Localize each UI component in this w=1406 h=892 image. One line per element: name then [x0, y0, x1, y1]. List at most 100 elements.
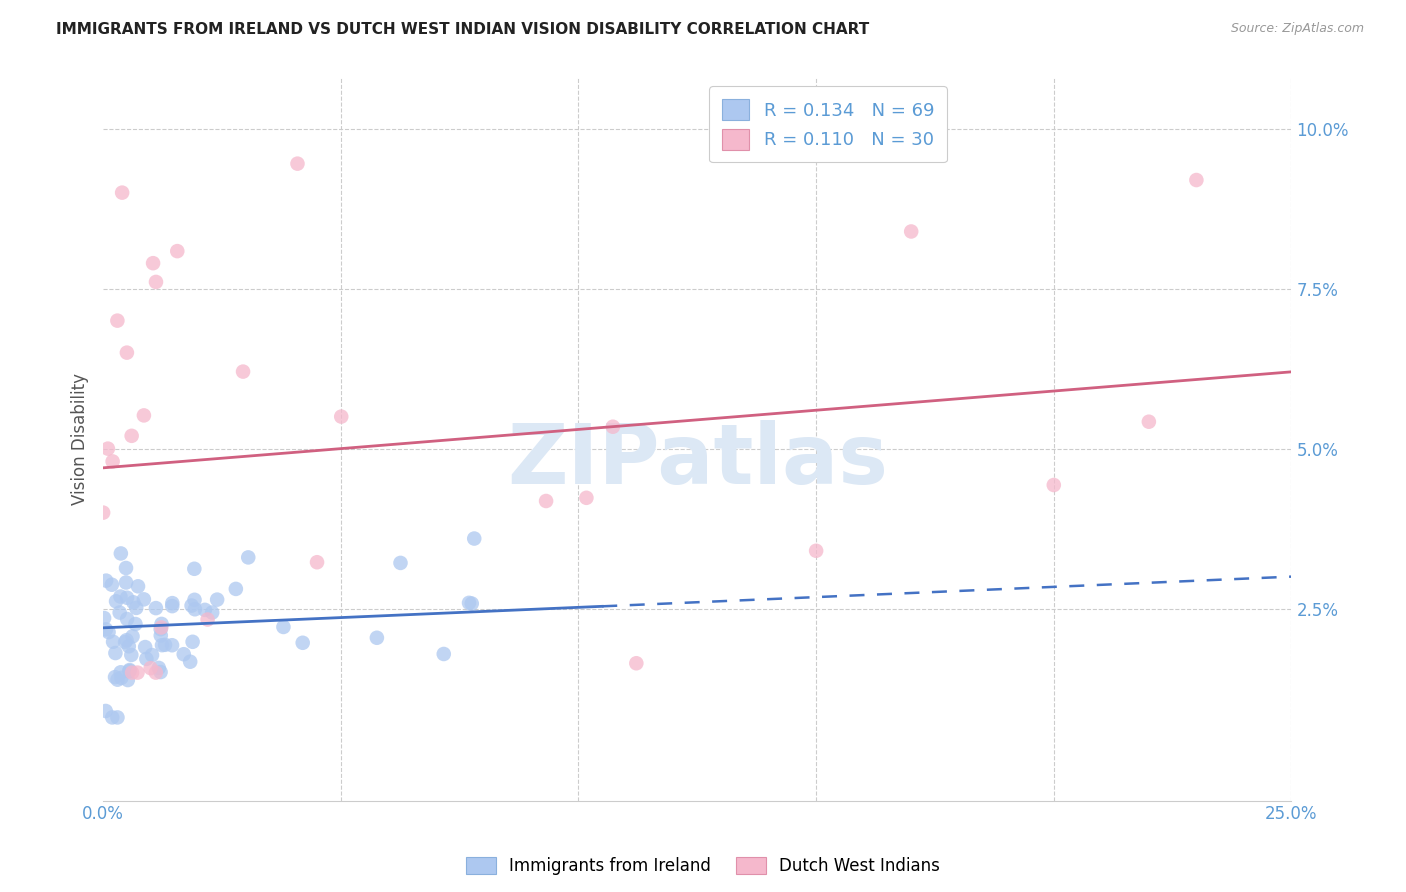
Point [121, 429, 143, 443]
Point [110, 590, 132, 604]
Point [115, 345, 138, 359]
Point [179, 655, 201, 669]
Point [101, 710, 124, 724]
Point [145, 275, 167, 289]
Point [149, 622, 172, 636]
Point [108, 606, 131, 620]
Point [433, 647, 456, 661]
Point [149, 628, 172, 642]
Point [150, 616, 173, 631]
Point [201, 606, 224, 620]
Point [101, 634, 124, 648]
Point [94, 574, 117, 588]
Point [1137, 415, 1160, 429]
Point [389, 556, 412, 570]
Point [287, 156, 309, 170]
Point [135, 652, 157, 666]
Point [110, 665, 132, 680]
Point [602, 419, 624, 434]
Point [160, 599, 183, 614]
Point [122, 595, 145, 609]
Point [91, 506, 114, 520]
Point [97, 442, 120, 456]
Point [104, 646, 127, 660]
Point [148, 661, 170, 675]
Point [139, 661, 162, 675]
Point [194, 603, 217, 617]
Point [115, 575, 138, 590]
Point [205, 592, 228, 607]
Text: Source: ZipAtlas.com: Source: ZipAtlas.com [1230, 22, 1364, 36]
Point [232, 365, 254, 379]
Point [534, 494, 557, 508]
Point [225, 582, 247, 596]
Text: IMMIGRANTS FROM IRELAND VS DUTCH WEST INDIAN VISION DISABILITY CORRELATION CHART: IMMIGRANTS FROM IRELAND VS DUTCH WEST IN… [56, 22, 869, 37]
Point [97, 625, 120, 640]
Point [461, 597, 484, 611]
Point [117, 673, 139, 687]
Point [111, 186, 134, 200]
Point [330, 409, 353, 424]
Point [291, 636, 314, 650]
Point [183, 562, 205, 576]
Point [150, 620, 173, 634]
Point [115, 561, 138, 575]
Point [105, 594, 128, 608]
Point [305, 555, 328, 569]
Point [94, 623, 117, 637]
Point [162, 596, 184, 610]
Point [132, 592, 155, 607]
Point [118, 663, 141, 677]
Point [118, 664, 141, 678]
Point [173, 647, 195, 661]
Point [120, 648, 142, 662]
Point [93, 611, 115, 625]
Point [463, 532, 485, 546]
Point [121, 665, 143, 680]
Point [273, 620, 295, 634]
Point [115, 633, 138, 648]
Point [110, 671, 132, 685]
Point [132, 409, 155, 423]
Point [1185, 173, 1208, 187]
Point [115, 591, 138, 605]
Point [145, 601, 167, 615]
Point [141, 648, 163, 662]
Point [153, 638, 176, 652]
Point [166, 244, 188, 259]
Point [197, 613, 219, 627]
Point [366, 631, 388, 645]
Y-axis label: Vision Disability: Vision Disability [72, 373, 89, 505]
Legend: Immigrants from Ireland, Dutch West Indians: Immigrants from Ireland, Dutch West Indi… [460, 850, 946, 882]
Point [125, 601, 148, 615]
Point [238, 550, 260, 565]
Point [115, 612, 138, 626]
Point [134, 640, 156, 654]
Point [149, 665, 172, 679]
Point [804, 543, 827, 558]
Point [184, 602, 207, 616]
Point [101, 578, 124, 592]
Text: ZIPatlas: ZIPatlas [506, 420, 887, 501]
Point [107, 710, 129, 724]
Point [114, 635, 136, 649]
Point [107, 673, 129, 687]
Point [94, 704, 117, 718]
Point [183, 592, 205, 607]
Point [575, 491, 598, 505]
Point [124, 617, 146, 632]
Point [458, 596, 481, 610]
Point [110, 546, 132, 560]
Point [1042, 478, 1064, 492]
Point [160, 638, 183, 652]
Point [181, 635, 204, 649]
Point [180, 599, 202, 613]
Point [118, 639, 141, 653]
Point [105, 313, 128, 327]
Point [101, 454, 124, 468]
Point [145, 665, 167, 680]
Legend: R = 0.134   N = 69, R = 0.110   N = 30: R = 0.134 N = 69, R = 0.110 N = 30 [710, 87, 946, 162]
Point [127, 665, 149, 680]
Point [626, 657, 648, 671]
Point [104, 670, 127, 684]
